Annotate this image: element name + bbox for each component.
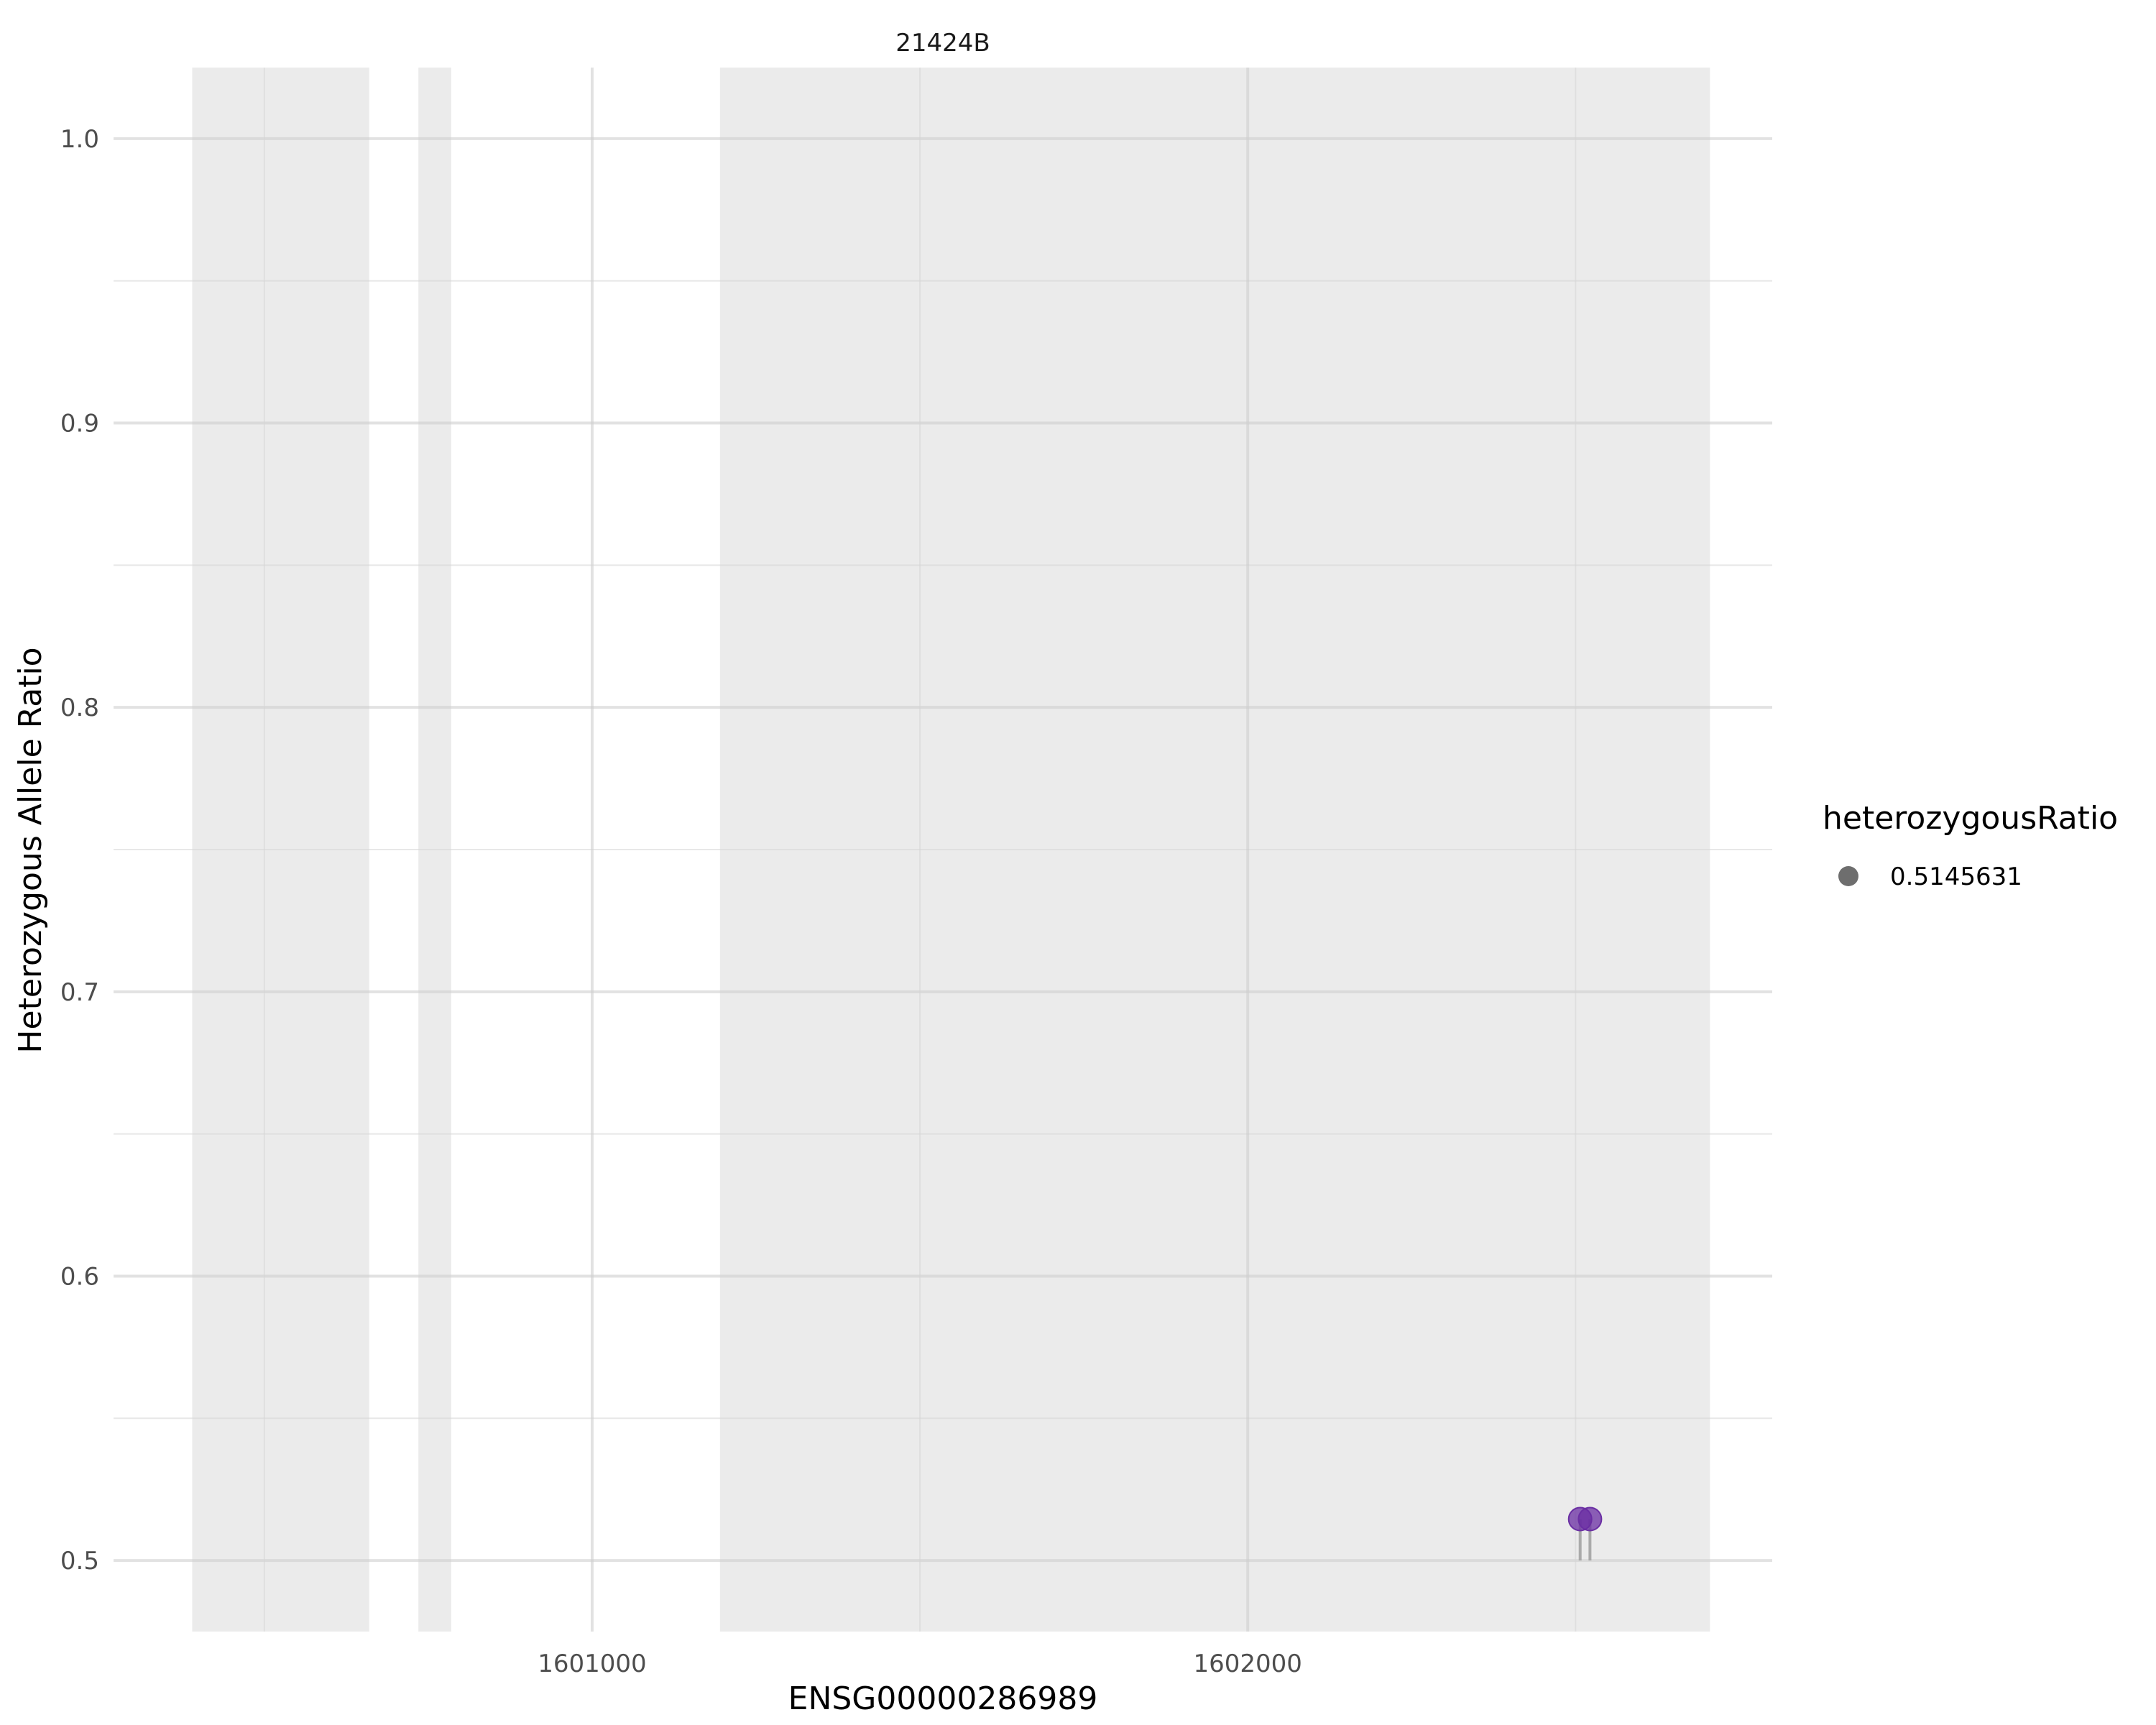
x-axis-title: ENSG00000286989 [788, 1680, 1098, 1717]
y-tick-label: 0.5 [60, 1547, 99, 1576]
y-tick-label: 0.9 [60, 410, 99, 438]
legend-key-dot [1838, 866, 1858, 886]
y-tick-label: 1.0 [60, 125, 99, 154]
y-axis-title: Heterozygous Allele Ratio [12, 647, 49, 1053]
legend-label: 0.5145631 [1890, 862, 2022, 891]
y-tick-label: 0.8 [60, 694, 99, 722]
y-tick-label: 0.7 [60, 978, 99, 1007]
legend: heterozygousRatio 0.5145631 [1823, 800, 2118, 891]
legend-title: heterozygousRatio [1823, 800, 2118, 837]
x-tick-label: 1601000 [538, 1650, 646, 1678]
tick-labels: 0.5 0.6 0.7 0.8 0.9 1.0 1601000 1602000 [60, 125, 1302, 1678]
x-tick-label: 1602000 [1193, 1650, 1302, 1678]
facet-title: 21424B [895, 29, 990, 58]
data-points [1567, 1506, 1603, 1532]
grid-lines [114, 68, 1772, 1632]
data-point-2 [1577, 1506, 1603, 1532]
y-tick-label: 0.6 [60, 1262, 99, 1291]
